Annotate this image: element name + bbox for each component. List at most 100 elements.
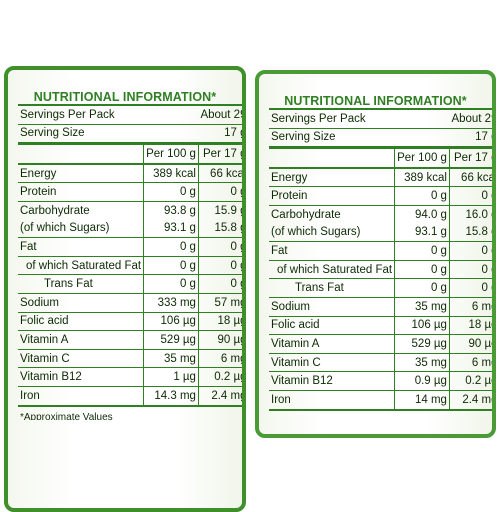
nutrient-row: Energy 389 kcal 66 kcal [269,167,492,187]
nutrient-label: Vitamin A [18,330,144,350]
nutrient-row: Protein 0 g 0 g [18,182,242,202]
nutrient-row: Protein 0 g 0 g [269,186,492,206]
nutrient-row: Folic acid 106 µg 18 µg [269,315,492,335]
nutrient-row: Vitamin A 529 µg 90 µg [18,330,242,350]
nutrient-per-serving: 57 mg [197,292,242,313]
nutrient-label: Vitamin A [269,334,395,354]
nutrient-label: of which Saturated Fat [18,255,144,275]
nutrient-row: Energy 389 kcal 66 kcal [18,163,242,183]
panel-title: NUTRITIONAL INFORMATION* [33,90,217,104]
nutrient-label: Protein [18,182,144,202]
nutrient-per-serving: 0 g [448,259,492,279]
nutrient-per-serving: 90 µg [448,334,492,354]
nutrient-label: (of which Sugars) [20,222,110,235]
serving-size-label: Serving Size [269,127,450,148]
nutrient-per-100g: 35 mg [394,296,450,317]
nutrient-label: Vitamin C [269,352,395,372]
nutrient-per-100g: 1 µg [143,367,199,387]
nutrient-per-100g: 14.3 mg [143,385,199,407]
nutrient-per-serving: 0 g [197,182,242,202]
nutrient-label: Fat [269,241,395,261]
nutrient-per-serving: 0 g [197,255,242,275]
nutrient-row: Sodium 333 mg 57 mg [18,292,242,313]
nutrient-per-100g: 14 mg [394,389,450,411]
nutrient-per-100g: 0 g [394,241,450,261]
nutrient-row: Fat 0 g 0 g [18,237,242,257]
nutrient-label: Folic acid [18,311,144,331]
nutrient-label: (of which Sugars) [271,226,361,239]
column-header-per-100g: Per 100 g [143,142,199,165]
nutrient-label: Vitamin B12 [18,367,144,387]
nutrient-per-100g: 0 g [394,278,450,298]
nutrient-per-serving: 0 g [197,237,242,257]
nutrient-row: Vitamin C 35 mg 6 mg [18,348,242,368]
servings-per-pack-value: About 29 [449,107,492,129]
nutrient-per-serving: 0 g [448,186,492,206]
nutrition-panel-left: NUTRITIONAL INFORMATION* Servings Per Pa… [4,66,246,512]
nutrient-row: Vitamin C 35 mg 6 mg [269,352,492,372]
serving-size-label: Serving Size [18,123,199,144]
serving-size-row: Serving Size 17 g [269,127,492,148]
footnote: *Approximate Values [20,411,113,420]
nutrient-per-100g: 0 g [143,237,199,257]
servings-per-pack-label: Servings Per Pack [269,107,450,129]
nutrient-label: Protein [269,186,395,206]
nutrient-per-100g: 0 g [143,274,199,294]
nutrient-per-serving: 15.9 g [197,200,242,220]
nutrient-label: Sodium [18,292,144,313]
nutrient-label: Vitamin B12 [269,371,395,391]
nutrient-per-serving: 66 kcal [448,167,492,187]
serving-size-value: 17 g [449,127,492,148]
nutrient-row: (of which Sugars) 93.1 g 15.8 g [18,219,242,238]
nutrient-per-100g: 389 kcal [143,163,199,183]
nutrient-per-100g: 0 g [143,255,199,275]
nutrient-per-serving: 2.4 mg [197,385,242,407]
nutrient-per-100g: 35 mg [394,352,450,372]
nutrient-per-serving: 6 mg [448,296,492,317]
nutrient-label: Trans Fat [269,278,395,298]
nutrient-per-serving: 0 g [448,241,492,261]
nutrient-per-100g: 106 µg [394,315,450,335]
nutrient-per-serving: 15.8 g [448,223,492,242]
nutrient-per-100g: 389 kcal [394,167,450,187]
nutrient-row: Carbohydrate 94.0 g 16.0 g [269,204,492,224]
nutrient-per-100g: 333 mg [143,292,199,313]
nutrient-label: Sodium [269,296,395,317]
nutrient-per-serving: 6 mg [197,348,242,368]
nutrient-row: Fat 0 g 0 g [269,241,492,261]
nutrient-label: Carbohydrate [18,200,144,220]
nutrient-per-100g: 529 µg [143,330,199,350]
servings-per-pack-value: About 29 [198,103,242,125]
nutrient-row: (of which Sugars) 93.1 g 15.8 g [269,223,492,242]
panel-title: NUTRITIONAL INFORMATION* [284,94,467,108]
nutrient-per-100g: 93.8 g [143,200,199,220]
nutrient-row: Iron 14 mg 2.4 mg [269,389,492,411]
nutrient-per-100g: 93.1 g [143,219,199,238]
nutrient-per-100g: 94.0 g [394,204,450,224]
nutrition-table: Servings Per Pack About 29 Serving Size … [269,107,492,411]
nutrient-per-serving: 15.8 g [197,219,242,238]
column-header-row: Per 100 g Per 17 g [18,142,242,165]
nutrient-row: of which Saturated Fat 0 g 0 g [18,255,242,275]
nutrient-row: Vitamin B12 0.9 µg 0.2 µg [269,371,492,391]
nutrition-panel-right: NUTRITIONAL INFORMATION* Servings Per Pa… [255,70,496,438]
nutrient-per-serving: 6 mg [448,352,492,372]
nutrient-row: Trans Fat 0 g 0 g [269,278,492,298]
nutrient-row: of which Saturated Fat 0 g 0 g [269,259,492,279]
nutrient-label: Iron [18,385,144,407]
column-header-per-serving: Per 17 g [448,146,492,169]
nutrient-per-serving: 18 µg [448,315,492,335]
column-header-row: Per 100 g Per 17 g [269,146,492,169]
serving-size-row: Serving Size 17 g [18,123,242,144]
nutrient-per-serving: 66 kcal [197,163,242,183]
nutrient-per-serving: 16.0 g [448,204,492,224]
nutrient-per-serving: 0.2 µg [448,371,492,391]
nutrient-per-100g: 93.1 g [394,223,450,242]
servings-per-pack-label: Servings Per Pack [18,103,199,125]
nutrient-per-100g: 0 g [394,259,450,279]
nutrient-per-serving: 0 g [197,274,242,294]
nutrient-label: Trans Fat [18,274,144,294]
nutrient-label: Vitamin C [18,348,144,368]
nutrient-row: Iron 14.3 mg 2.4 mg [18,385,242,407]
nutrient-per-100g: 0 g [143,182,199,202]
